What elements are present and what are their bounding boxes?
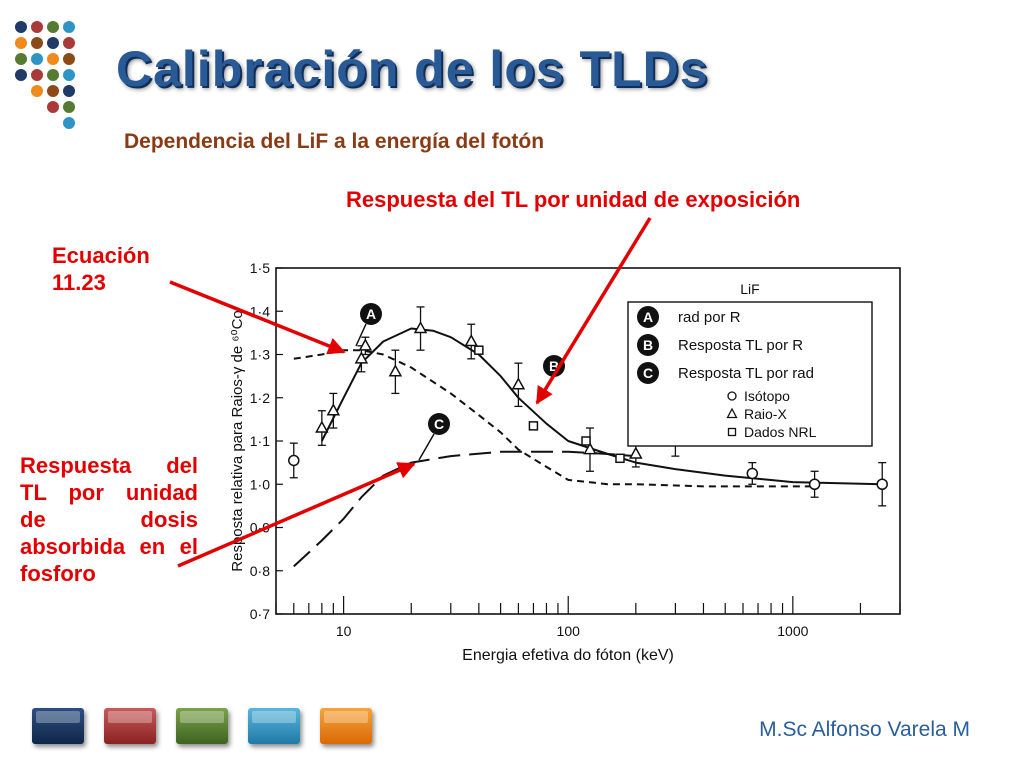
y-tick-label: 1·3: [250, 347, 270, 363]
logo-dot: [63, 85, 75, 97]
legend-label: Dados NRL: [744, 424, 817, 440]
logo-dot: [47, 85, 59, 97]
logo-dot: [31, 53, 43, 65]
xray-point: [511, 377, 526, 390]
logo-dot: [47, 21, 59, 33]
legend-label: Resposta TL por rad: [678, 365, 814, 382]
logo-dot: [63, 53, 75, 65]
logo-dot: [47, 69, 59, 81]
legend-xray-symbol: [726, 407, 738, 419]
y-tick-label: 1·5: [250, 260, 270, 276]
y-tick-label: 1·0: [250, 476, 270, 492]
author-name: M.Sc Alfonso Varela M: [759, 718, 970, 741]
logo-dot: [63, 117, 75, 129]
logo-dot: [31, 21, 43, 33]
nrl-point: [528, 421, 539, 431]
legend-label: Raio-X: [744, 406, 787, 422]
x-tick-label: 10: [336, 623, 352, 639]
logo-dot: [63, 21, 75, 33]
curve-label-a: A: [366, 306, 376, 322]
curve-label-a-circle: [360, 303, 382, 325]
logo-dot: [15, 69, 27, 81]
legend-label: rad por R: [678, 309, 741, 326]
y-tick-label: 1·1: [250, 433, 270, 449]
y-tick-label: 0·8: [250, 563, 270, 579]
annotation-tl-per-exposure: Respuesta del TL por unidad de exposició…: [346, 187, 801, 212]
xray-point: [413, 320, 428, 334]
logo-dot: [15, 53, 27, 65]
logo-dot: [47, 53, 59, 65]
logo-dot: [31, 37, 43, 49]
xray-point: [388, 364, 403, 377]
legend-label: Isótopo: [744, 388, 790, 404]
nrl-point: [615, 453, 625, 464]
curve-b: [320, 327, 883, 486]
legend-badge: A: [643, 309, 653, 325]
logo-dot: [31, 85, 43, 97]
annotation-equation: Ecuación 11.23: [52, 243, 150, 295]
logo-dot: [15, 37, 27, 49]
logo-dot: [63, 69, 75, 81]
logo-dot: [15, 21, 27, 33]
logo-dot: [63, 101, 75, 113]
y-tick-label: 1·4: [250, 303, 270, 319]
y-tick-label: 1·2: [250, 390, 270, 406]
logo-dot: [31, 69, 43, 81]
legend-title: LiF: [740, 281, 759, 297]
nav-button-cyan[interactable]: [248, 708, 300, 744]
curve-label-c-leader: [418, 433, 435, 461]
curve-c: [293, 450, 636, 568]
legend-badge: C: [643, 365, 653, 381]
isotope-point: [876, 478, 888, 490]
nrl-point: [581, 436, 591, 446]
isotope-point: [746, 467, 759, 480]
xray-point: [464, 333, 479, 347]
curve-label-b: B: [549, 358, 559, 374]
legend-box: [627, 301, 873, 447]
xray-point: [315, 420, 329, 433]
legend-nrl-symbol: [727, 427, 737, 437]
logo-dot: [63, 37, 75, 49]
xray-point: [629, 446, 643, 459]
curve-label-c-circle: [428, 413, 450, 435]
x-tick-label: 1000: [777, 623, 808, 639]
annotation-tl-per-dose: Respuesta del TL por unidad de dosis abs…: [20, 453, 198, 586]
legend-label: Resposta TL por R: [678, 337, 803, 354]
y-tick-label: 0·9: [250, 520, 270, 536]
legend-isotope-symbol: [727, 391, 737, 401]
isotope-point: [288, 454, 300, 467]
lif-energy-response-chart: 0·7 0·8 0·9 1·0 1·1 1·2 1·3 1·4 1·5 10 100 1000 Ener…: [229, 260, 901, 664]
logo-dots: [15, 21, 75, 129]
slide-title: Calibración de los TLDs: [116, 41, 709, 97]
y-tick-label: 0·7: [250, 606, 270, 622]
nrl-point: [474, 345, 484, 355]
legend-badge: B: [643, 337, 653, 353]
logo-dot: [47, 101, 59, 113]
x-tick-label: 100: [557, 623, 581, 639]
curve-label-a-leader: [355, 323, 367, 347]
xray-point: [354, 351, 369, 364]
curve-label-c: C: [434, 416, 444, 432]
nav-button-red[interactable]: [104, 708, 156, 744]
x-axis-title: Energia efetiva do fóton (keV): [462, 647, 674, 664]
nav-button-orange[interactable]: [320, 708, 372, 744]
isotope-point: [808, 478, 821, 490]
slide-subtitle: Dependencia del LiF a la energía del fot…: [124, 130, 545, 153]
y-axis-title: Resposta relativa para Raios-γ de ⁶⁰Co: [229, 310, 246, 571]
xray-point: [358, 338, 373, 351]
curve-a: [293, 349, 815, 488]
xray-point: [326, 403, 341, 416]
xray-point: [583, 442, 597, 455]
nav-button-blue[interactable]: [32, 708, 84, 744]
logo-dot: [47, 37, 59, 49]
nav-button-green[interactable]: [176, 708, 228, 744]
